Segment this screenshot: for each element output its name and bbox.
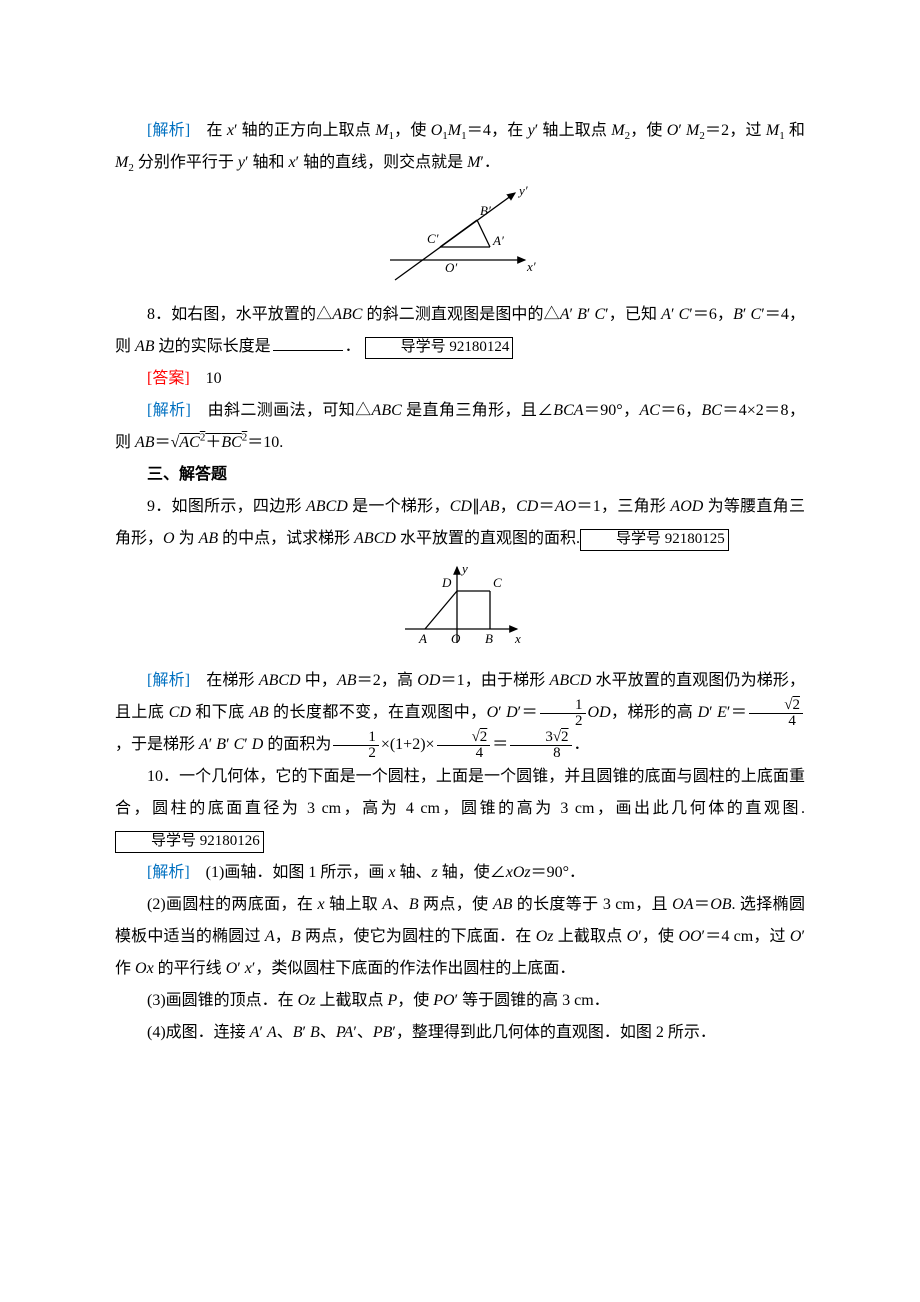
analysis-label: [解析] — [147, 402, 191, 419]
svg-text:O: O — [451, 631, 461, 646]
q7-analysis: [解析] 在 x′ 轴的正方向上取点 M1，使 O1M1＝4，在 y′ 轴上取点… — [115, 115, 805, 179]
q10-s3-text: (3)画圆锥的顶点．在 Oz 上截取点 P，使 PO′ 等于圆锥的高 3 cm． — [147, 992, 610, 1009]
q9-a1d: ×(1+2)× — [381, 736, 435, 753]
svg-text:x′: x′ — [526, 259, 536, 274]
svg-text:y: y — [460, 561, 468, 576]
q10-s1-text: (1)画轴．如图 1 所示，画 x 轴、z 轴，使∠xOz＝90°． — [190, 864, 585, 881]
q10-s4-text: (4)成图．连接 A′ A、B′ B、PA′、PB′，整理得到此几何体的直观图．… — [147, 1024, 716, 1041]
q8-stem: 8．如右图，水平放置的△ABC 的斜二测直观图是图中的△A′ B′ C′，已知 … — [115, 299, 805, 363]
frac-half: 12 — [540, 698, 586, 729]
analysis-label: [解析] — [147, 122, 190, 139]
page: { "colors":{ "label":"#0070c0","answer":… — [0, 0, 920, 1302]
q10-s3: (3)画圆锥的顶点．在 Oz 上截取点 P，使 PO′ 等于圆锥的高 3 cm． — [115, 985, 805, 1017]
answer-label: [答案] — [147, 370, 190, 387]
q9-stem: 9．如图所示，四边形 ABCD 是一个梯形，CD∥AB，CD＝AO＝1，三角形 … — [115, 491, 805, 555]
q9-a1b: OD，梯形的高 D′ E′＝ — [588, 704, 748, 721]
q10-s4: (4)成图．连接 A′ A、B′ B、PA′、PB′，整理得到此几何体的直观图．… — [115, 1017, 805, 1049]
analysis-label: [解析] — [147, 672, 190, 689]
xuehao-box: 导学号 92180125 — [580, 529, 729, 551]
svg-text:O′: O′ — [445, 260, 457, 275]
svg-text:y′: y′ — [517, 185, 528, 198]
svg-text:B′: B′ — [480, 203, 491, 218]
svg-text:A: A — [418, 631, 427, 646]
q10-s2-text: (2)画圆柱的两底面，在 x 轴上取 A、B 两点，使 AB 的长度等于 3 c… — [115, 896, 805, 977]
frac-3s28: 3√28 — [510, 730, 571, 761]
q10-stem-text: 10．一个几何体，它的下面是一个圆柱，上面是一个圆锥，并且圆锥的底面与圆柱的上底… — [115, 768, 805, 817]
q8-answer: [答案] 10 — [115, 363, 805, 395]
svg-text:x: x — [514, 631, 521, 646]
q8-answer-text: 10 — [190, 370, 222, 387]
svg-text:A′: A′ — [492, 233, 504, 248]
q10-stem: 10．一个几何体，它的下面是一个圆柱，上面是一个圆锥，并且圆锥的底面与圆柱的上底… — [115, 761, 805, 857]
q7-figure: y′ x′ B′ A′ C′ O′ — [115, 185, 805, 297]
frac-s24-2: √24 — [437, 730, 491, 761]
q8-analysis-b: ＝10. — [247, 434, 283, 451]
analysis-label: [解析] — [147, 864, 190, 881]
q8-stem-b: ． — [345, 338, 361, 355]
q10-s2: (2)画圆柱的两底面，在 x 轴上取 A、B 两点，使 AB 的长度等于 3 c… — [115, 889, 805, 985]
sqrt-expr: √AC2＋BC2 — [171, 434, 248, 451]
svg-text:D: D — [441, 575, 452, 590]
q9-analysis: [解析] 在梯形 ABCD 中，AB＝2，高 OD＝1，由于梯形 ABCD 水平… — [115, 665, 805, 761]
frac-half-2: 12 — [333, 730, 379, 761]
xuehao-box: 导学号 92180126 — [115, 831, 264, 853]
q9-a1f: ． — [574, 736, 590, 753]
svg-text:C: C — [493, 575, 502, 590]
q7-analysis-text: 在 x′ 轴的正方向上取点 M1，使 O1M1＝4，在 y′ 轴上取点 M2，使… — [115, 122, 805, 171]
q9-figure: y x D C A O B — [115, 561, 805, 663]
q9-a1c: ，于是梯形 A′ B′ C′ D 的面积为 — [115, 736, 331, 753]
svg-text:C′: C′ — [427, 231, 439, 246]
section-3-heading: 三、解答题 — [115, 459, 805, 491]
q10-s1: [解析] (1)画轴．如图 1 所示，画 x 轴、z 轴，使∠xOz＝90°． — [115, 857, 805, 889]
q9-a1e: ＝ — [492, 736, 508, 753]
frac-s24: √24 — [749, 698, 803, 729]
answer-blank — [273, 334, 343, 351]
q8-analysis: [解析] 由斜二测画法，可知△ABC 是直角三角形，且∠BCA＝90°，AC＝6… — [115, 395, 805, 459]
xuehao-box: 导学号 92180124 — [365, 337, 514, 359]
svg-text:B: B — [485, 631, 493, 646]
